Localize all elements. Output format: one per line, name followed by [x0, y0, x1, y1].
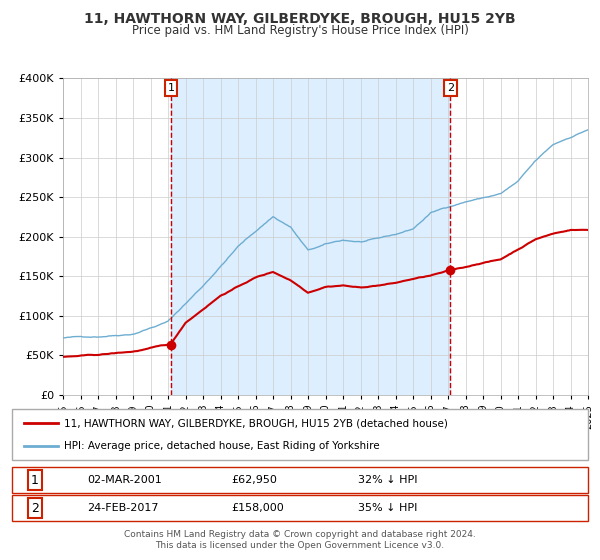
Bar	[12, 496, 588, 521]
Bar	[171, 78, 451, 395]
Text: 2: 2	[31, 502, 39, 515]
Text: 11, HAWTHORN WAY, GILBERDYKE, BROUGH, HU15 2YB: 11, HAWTHORN WAY, GILBERDYKE, BROUGH, HU…	[84, 12, 516, 26]
Text: Contains HM Land Registry data © Crown copyright and database right 2024.: Contains HM Land Registry data © Crown c…	[124, 530, 476, 539]
Text: 2: 2	[447, 83, 454, 93]
Bar	[12, 467, 588, 493]
Text: Price paid vs. HM Land Registry's House Price Index (HPI): Price paid vs. HM Land Registry's House …	[131, 24, 469, 37]
Text: 1: 1	[167, 83, 175, 93]
Text: 1: 1	[31, 474, 39, 487]
Text: £158,000: £158,000	[231, 503, 284, 514]
Text: £62,950: £62,950	[231, 475, 277, 485]
Text: 24-FEB-2017: 24-FEB-2017	[87, 503, 158, 514]
Text: 11, HAWTHORN WAY, GILBERDYKE, BROUGH, HU15 2YB (detached house): 11, HAWTHORN WAY, GILBERDYKE, BROUGH, HU…	[64, 418, 448, 428]
Text: 35% ↓ HPI: 35% ↓ HPI	[358, 503, 417, 514]
Text: 02-MAR-2001: 02-MAR-2001	[87, 475, 161, 485]
Text: This data is licensed under the Open Government Licence v3.0.: This data is licensed under the Open Gov…	[155, 541, 445, 550]
Text: 32% ↓ HPI: 32% ↓ HPI	[358, 475, 417, 485]
Text: HPI: Average price, detached house, East Riding of Yorkshire: HPI: Average price, detached house, East…	[64, 441, 379, 451]
